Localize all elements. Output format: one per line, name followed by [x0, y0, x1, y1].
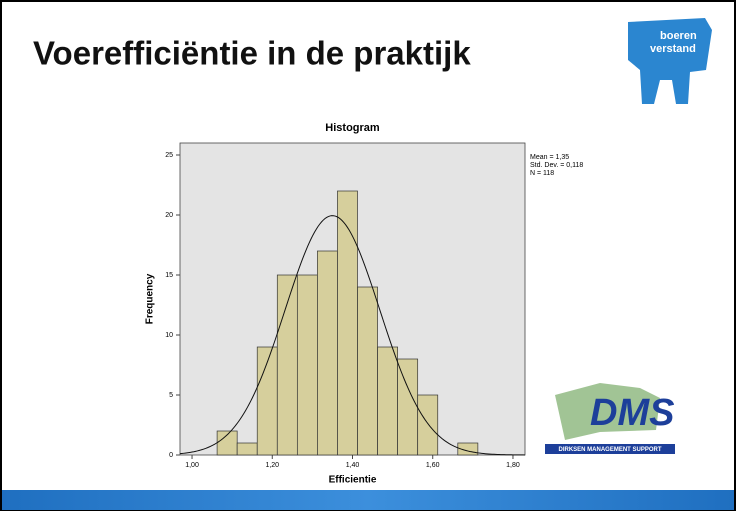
x-tick-label: 1,80 [506, 462, 520, 469]
y-tick-label: 20 [165, 212, 173, 219]
bar [398, 359, 418, 455]
logo-text: boeren [660, 30, 697, 42]
logo-name: DMS [590, 392, 674, 434]
y-tick-label: 15 [165, 272, 173, 279]
chart-title: Histogram [325, 122, 380, 134]
page: Voerefficiëntie in de praktijk boeren ve… [0, 0, 736, 511]
y-axis-label: Frequency [145, 273, 156, 324]
x-tick-label: 1,60 [426, 462, 440, 469]
y-tick-label: 10 [165, 332, 173, 339]
bar [378, 347, 398, 455]
bar [297, 275, 317, 455]
x-axis-label: Efficientie [329, 475, 377, 486]
y-tick-label: 5 [169, 392, 173, 399]
x-tick-label: 1,20 [265, 462, 279, 469]
stats-text: Mean = 1,35 [530, 154, 569, 161]
bar [237, 443, 257, 455]
stats-text: Std. Dev. = 0,118 [530, 162, 583, 169]
footer-band [2, 490, 734, 510]
stats-text: N = 118 [530, 170, 554, 177]
logo-subtitle: DIRKSEN MANAGEMENT SUPPORT [558, 447, 661, 453]
bar [358, 287, 378, 455]
slide: Voerefficiëntie in de praktijk boeren ve… [0, 0, 736, 511]
x-tick-label: 1,00 [185, 462, 199, 469]
x-tick-label: 1,40 [346, 462, 360, 469]
y-tick-label: 25 [165, 152, 173, 159]
logo-text: verstand [650, 43, 696, 55]
slide-title: Voerefficiëntie in de praktijk [33, 35, 471, 72]
bar [418, 395, 438, 455]
chart: Histogram Efficientie Frequency 0 5 10 15 20 25 1… [145, 122, 584, 486]
y-tick-label: 0 [169, 452, 173, 459]
bar [337, 191, 357, 455]
bar [317, 251, 337, 455]
